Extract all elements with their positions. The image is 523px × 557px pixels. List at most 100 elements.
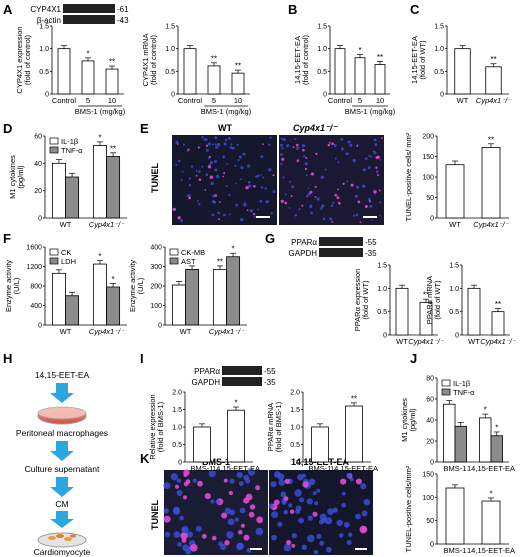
nucleus <box>271 534 277 541</box>
nucleus <box>305 174 308 177</box>
bar <box>454 425 467 463</box>
blot-g-band-ppar <box>319 237 363 246</box>
bar <box>81 60 95 95</box>
nucleus <box>356 185 360 189</box>
x-tick-label: BMS-1 <box>444 546 467 555</box>
x-group-label: BMS-1 (mg/kg) <box>201 107 252 116</box>
bar <box>57 48 71 95</box>
nucleus <box>379 201 382 204</box>
nucleus <box>288 207 291 209</box>
nucleus <box>350 183 354 187</box>
legend-swatch <box>49 248 59 256</box>
nucleus <box>295 505 302 512</box>
y-axis-label: (fold of WT) <box>361 280 370 320</box>
nucleus <box>298 208 301 211</box>
blot-a-61: -61 <box>117 5 129 14</box>
x-tick-label: Control <box>52 96 77 105</box>
nucleus <box>313 550 319 555</box>
flow-step-4: CM <box>55 499 68 509</box>
nucleus <box>173 506 180 514</box>
nucleus <box>224 138 228 142</box>
nucleus <box>291 543 296 548</box>
nucleus <box>342 182 345 185</box>
nucleus <box>281 500 287 505</box>
nucleus <box>183 473 188 477</box>
nucleus <box>340 147 344 151</box>
nucleus <box>247 164 251 168</box>
y-tick-label: 60 <box>426 397 434 404</box>
chart-c: 0 0.5 1.0 1.5 14,15-EET-EA (fold of WT) WT Cyp4… <box>410 24 512 106</box>
blot-i-band-ppar <box>222 366 262 375</box>
nucleus <box>337 188 339 191</box>
y-tick-label: 0 <box>430 216 434 223</box>
significance-mark: ** <box>377 53 383 62</box>
panel-labels: A B C D E F G H I J K <box>3 2 420 466</box>
cardiomyocyte-dish-icon <box>37 532 87 548</box>
y-axis-label: (fold of control) <box>23 34 32 85</box>
bar <box>92 145 107 219</box>
nucleus <box>190 544 198 552</box>
nucleus <box>334 193 338 197</box>
nucleus <box>314 185 317 188</box>
nucleus <box>201 165 204 168</box>
nucleus <box>226 531 234 539</box>
y-tick-label: 1.0 <box>317 46 327 53</box>
nucleus <box>325 546 332 553</box>
bar <box>106 286 121 326</box>
blot-a-43: -43 <box>117 16 129 25</box>
chart-j: 0 20 40 60 80 M1 cytokines (pg/ml) BMS-1 14,15-E… <box>400 376 515 474</box>
nucleus <box>370 155 373 158</box>
significance-mark: ** <box>351 394 357 403</box>
nucleus <box>269 136 272 139</box>
y-axis-label: PPARα expression <box>353 269 362 332</box>
nucleus <box>229 478 235 484</box>
bar <box>467 287 481 336</box>
nucleus <box>264 187 267 190</box>
x-tick-label: WT <box>457 96 469 105</box>
nucleus <box>205 173 209 176</box>
nucleus <box>305 156 308 159</box>
nucleus <box>307 187 310 189</box>
bar <box>334 48 346 95</box>
nucleus <box>238 155 242 159</box>
x-tick-label: 10 <box>376 96 384 105</box>
y-tick-label: 0 <box>171 92 175 99</box>
nucleus <box>298 517 304 524</box>
blot-g-55: -55 <box>365 238 377 247</box>
nucleus <box>208 155 211 158</box>
significance-mark: * <box>489 489 492 498</box>
bar <box>354 57 366 95</box>
nucleus <box>260 186 264 189</box>
nucleus <box>356 145 359 147</box>
nucleus <box>301 544 307 550</box>
nucleus <box>301 204 304 207</box>
nucleus <box>176 490 183 496</box>
significance-mark: ** <box>110 144 116 153</box>
y-tick-label: 0 <box>323 92 327 99</box>
nucleus <box>378 189 381 192</box>
x-tick-label: Cyp4x1⁻/⁻ <box>480 337 516 346</box>
nucleus <box>367 198 371 201</box>
panel-label-a: A <box>3 2 13 17</box>
blot-a-band-cyp <box>63 4 115 13</box>
nucleus <box>235 182 237 185</box>
nucleus <box>186 531 193 538</box>
nucleus <box>362 184 366 188</box>
nucleus <box>284 193 287 196</box>
blot-i-35: -35 <box>264 378 276 387</box>
nucleus <box>260 174 263 176</box>
nucleus <box>347 140 351 144</box>
nucleus <box>216 143 221 147</box>
tunel-e-side-label: TUNEL <box>150 163 160 193</box>
nucleus <box>379 158 382 161</box>
legend-swatch <box>49 146 59 154</box>
nucleus <box>224 507 232 515</box>
nucleus <box>315 152 318 155</box>
nucleus <box>198 178 202 181</box>
nucleus <box>338 533 344 538</box>
nucleus <box>292 146 295 149</box>
flow-step-5: Cardiomyocyte <box>34 547 91 557</box>
nucleus <box>238 481 244 486</box>
nucleus <box>170 473 178 481</box>
nucleus <box>280 163 283 166</box>
